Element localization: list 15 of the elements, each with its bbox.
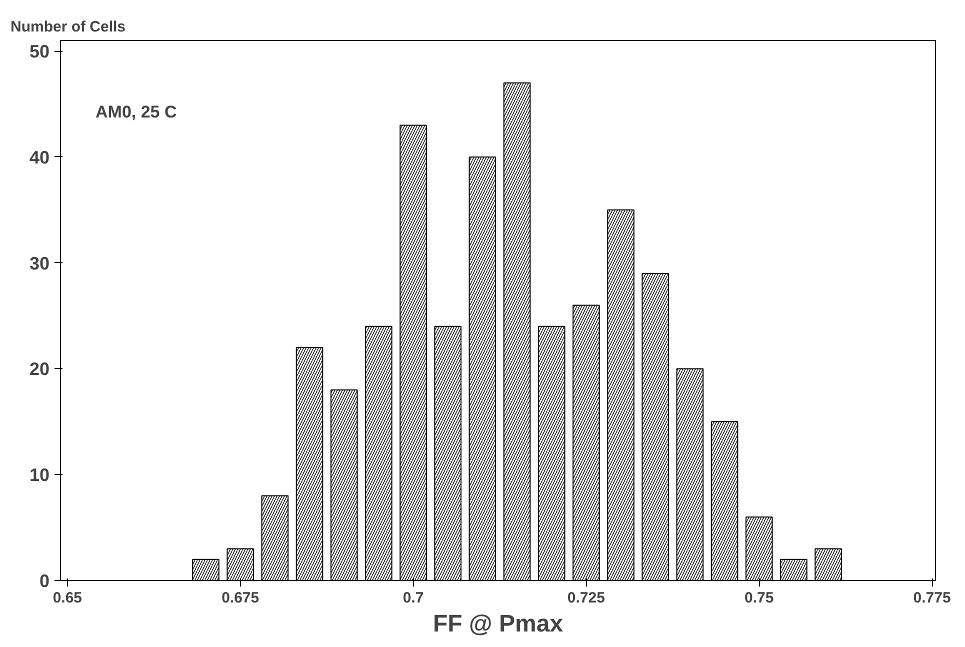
y-tick-label: 0 <box>39 571 50 591</box>
y-tick-label: 10 <box>29 465 50 486</box>
y-tick-label: 30 <box>29 253 50 274</box>
annotation: AM0, 25 C <box>96 102 177 122</box>
y-tick-label: 40 <box>29 147 50 168</box>
x-tick-label: 0.65 <box>52 590 82 606</box>
x-axis-title: FF @ Pmax <box>432 610 564 638</box>
x-tick-label: 0.75 <box>744 590 774 606</box>
x-tick-label: 0.725 <box>567 590 605 606</box>
x-tick-label: 0.775 <box>913 590 951 606</box>
x-tick-label: 0.675 <box>222 590 260 606</box>
x-tick-label: 0.7 <box>402 590 424 606</box>
y-axis-title: Number of Cells <box>10 18 126 36</box>
y-tick-label: 20 <box>29 359 50 380</box>
y-tick-label: 50 <box>29 42 50 62</box>
